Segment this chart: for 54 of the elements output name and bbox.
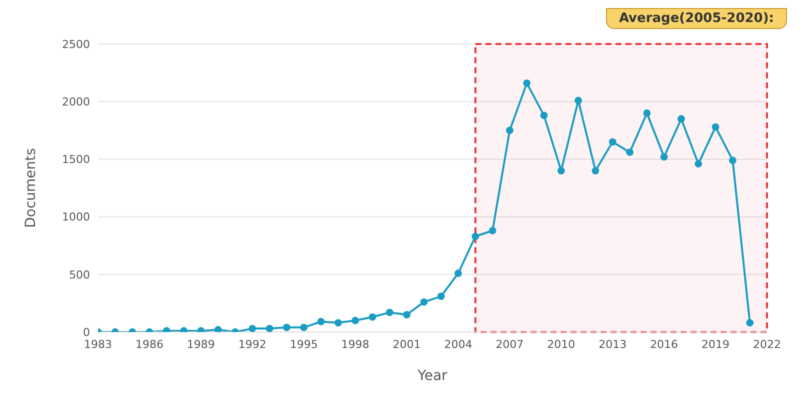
point <box>643 109 651 117</box>
x-tick-label: 1983 <box>84 338 112 351</box>
y-tick-label: 500 <box>69 268 90 282</box>
point <box>660 153 668 161</box>
y-tick-label: 0 <box>83 326 90 339</box>
point <box>282 324 290 332</box>
x-tick-label: 1995 <box>290 338 318 351</box>
point <box>574 96 582 104</box>
x-tick-label: 1986 <box>135 338 164 351</box>
y-tick-label: 2000 <box>62 96 90 109</box>
y-tick-label: 2500 <box>62 38 90 51</box>
x-tick-label: 2019 <box>702 338 730 351</box>
point <box>523 79 531 87</box>
point <box>420 298 428 306</box>
x-tick-label: 2001 <box>392 338 421 351</box>
point <box>728 156 736 164</box>
x-axis-title: Year <box>416 368 448 384</box>
point <box>540 112 548 120</box>
point <box>592 167 600 174</box>
point <box>472 232 480 240</box>
point <box>403 311 410 318</box>
y-tick-label: 1500 <box>62 153 90 166</box>
point <box>506 126 514 134</box>
point <box>266 324 274 332</box>
point <box>317 318 325 326</box>
point <box>437 292 445 300</box>
point <box>386 308 394 316</box>
point <box>608 138 616 146</box>
point <box>626 148 634 156</box>
x-tick-label: 2010 <box>547 338 576 351</box>
x-tick-label: 2022 <box>753 338 781 351</box>
y-axis-title: Documents <box>22 148 39 228</box>
point <box>214 326 222 332</box>
point <box>368 313 376 321</box>
point <box>557 167 565 174</box>
point <box>678 115 685 123</box>
point <box>746 319 754 326</box>
y-tick-label: 1000 <box>62 210 90 224</box>
x-tick-label: 1989 <box>186 338 215 351</box>
x-tick-label: 1992 <box>238 338 266 351</box>
x-tick-label: 2007 <box>496 338 524 351</box>
x-tick-label: 1998 <box>341 338 370 351</box>
x-tick-label: 2013 <box>598 338 627 351</box>
point <box>712 123 720 131</box>
point <box>694 160 702 168</box>
text: Average(2005-2020): <box>606 8 787 29</box>
point <box>248 324 256 332</box>
point <box>352 316 360 324</box>
point <box>334 319 342 326</box>
x-tick-label: 2016 <box>650 338 678 351</box>
x-tick-label: 2004 <box>444 338 472 351</box>
point <box>454 270 462 277</box>
point <box>488 226 496 234</box>
point <box>300 324 308 332</box>
